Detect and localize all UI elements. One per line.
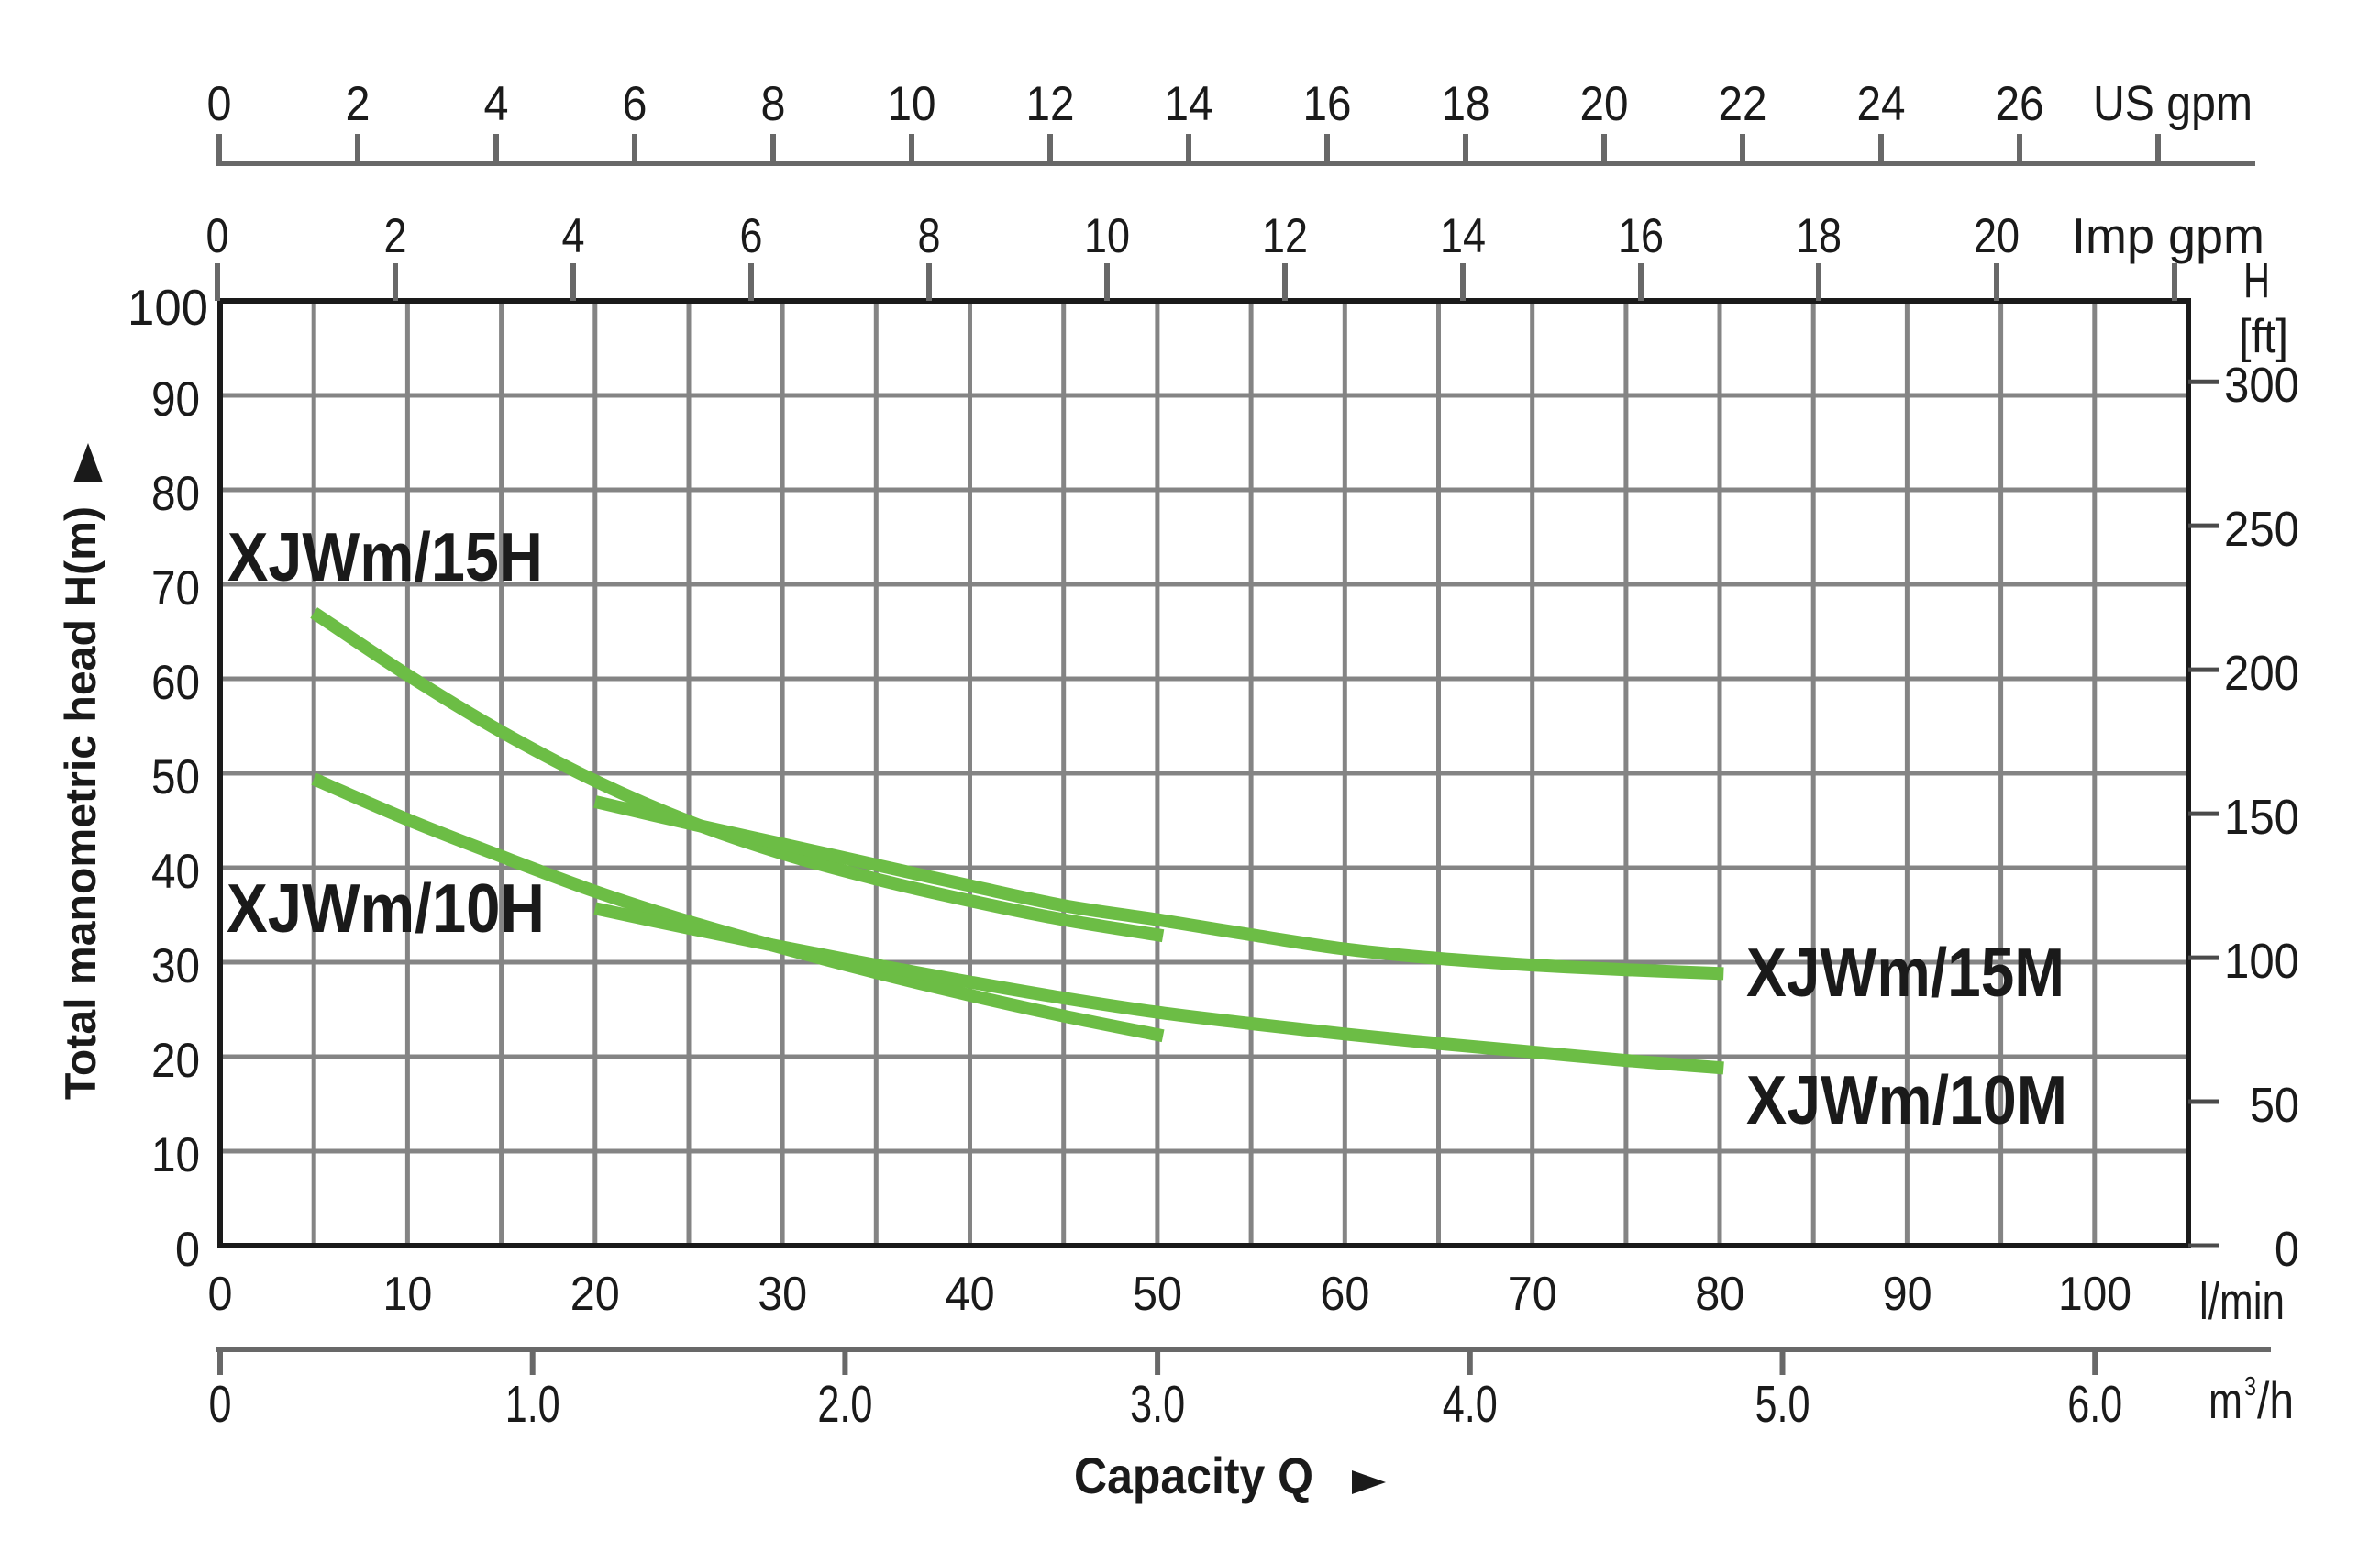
- svg-text:80: 80: [1695, 1268, 1744, 1321]
- svg-text:2: 2: [384, 209, 407, 263]
- svg-text:Total manometric head H(m): Total manometric head H(m): [56, 506, 105, 1100]
- svg-text:XJWm/15H: XJWm/15H: [227, 518, 543, 595]
- svg-text:US gpm: US gpm: [2093, 76, 2253, 131]
- svg-text:0: 0: [206, 209, 229, 263]
- svg-text:0: 0: [2275, 1222, 2299, 1277]
- svg-text:0: 0: [209, 1375, 232, 1434]
- svg-text:5.0: 5.0: [1755, 1375, 1810, 1434]
- svg-text:12: 12: [1026, 77, 1075, 131]
- svg-text:m: m: [2208, 1371, 2242, 1429]
- svg-text:6.0: 6.0: [2067, 1375, 2122, 1434]
- svg-text:4: 4: [484, 77, 509, 131]
- svg-text:30: 30: [151, 939, 200, 993]
- svg-text:4: 4: [562, 209, 585, 263]
- svg-text:4.0: 4.0: [1443, 1375, 1498, 1434]
- svg-text:2.0: 2.0: [817, 1375, 872, 1434]
- svg-text:0: 0: [207, 77, 232, 131]
- svg-text:12: 12: [1262, 209, 1308, 263]
- svg-text:40: 40: [946, 1268, 995, 1321]
- svg-text:H: H: [2243, 253, 2270, 308]
- svg-text:XJWm/15M: XJWm/15M: [1746, 934, 2065, 1011]
- svg-text:20: 20: [570, 1268, 620, 1321]
- svg-text:100: 100: [127, 279, 208, 336]
- svg-text:8: 8: [918, 209, 941, 263]
- svg-text:Imp gpm: Imp gpm: [2072, 207, 2264, 264]
- svg-text:26: 26: [1996, 77, 2044, 131]
- svg-text:40: 40: [151, 845, 200, 899]
- svg-text:250: 250: [2224, 502, 2299, 557]
- svg-text:l/min: l/min: [2199, 1272, 2285, 1331]
- svg-text:100: 100: [2058, 1268, 2131, 1321]
- svg-text:20: 20: [1580, 77, 1629, 131]
- svg-text:10: 10: [382, 1268, 432, 1321]
- svg-text:[ft]: [ft]: [2239, 310, 2288, 363]
- svg-text:50: 50: [151, 750, 200, 804]
- svg-text:0: 0: [208, 1268, 233, 1321]
- svg-text:14: 14: [1165, 77, 1213, 131]
- svg-text:60: 60: [151, 656, 200, 710]
- svg-text:0: 0: [175, 1223, 200, 1277]
- svg-text:50: 50: [2250, 1078, 2299, 1133]
- svg-text:20: 20: [1974, 209, 2020, 263]
- svg-text:70: 70: [151, 561, 200, 615]
- svg-text:200: 200: [2224, 646, 2299, 701]
- svg-text:70: 70: [1508, 1268, 1557, 1321]
- svg-text:300: 300: [2224, 358, 2299, 413]
- svg-text:22: 22: [1719, 77, 1767, 131]
- svg-text:16: 16: [1303, 77, 1352, 131]
- svg-text:16: 16: [1618, 209, 1664, 263]
- svg-text:8: 8: [761, 77, 786, 131]
- svg-text:/h: /h: [2257, 1371, 2294, 1429]
- svg-text:18: 18: [1796, 209, 1842, 263]
- svg-text:100: 100: [2224, 934, 2299, 989]
- svg-text:10: 10: [1084, 209, 1130, 263]
- svg-text:6: 6: [623, 77, 648, 131]
- svg-text:90: 90: [1883, 1268, 1932, 1321]
- svg-text:10: 10: [888, 77, 936, 131]
- svg-text:XJWm/10M: XJWm/10M: [1746, 1061, 2067, 1138]
- svg-text:Capacity Q: Capacity Q: [1074, 1447, 1313, 1504]
- svg-text:3.0: 3.0: [1130, 1375, 1185, 1434]
- svg-text:1.0: 1.0: [505, 1375, 560, 1434]
- svg-text:2: 2: [346, 77, 371, 131]
- svg-text:80: 80: [151, 467, 200, 521]
- svg-text:XJWm/10H: XJWm/10H: [227, 870, 545, 947]
- svg-text:150: 150: [2224, 790, 2299, 845]
- svg-text:6: 6: [740, 209, 763, 263]
- svg-text:90: 90: [151, 372, 200, 427]
- svg-text:3: 3: [2244, 1372, 2256, 1402]
- svg-text:20: 20: [151, 1034, 200, 1088]
- svg-text:10: 10: [151, 1128, 200, 1182]
- svg-text:24: 24: [1857, 77, 1906, 131]
- svg-text:18: 18: [1442, 77, 1490, 131]
- svg-text:30: 30: [758, 1268, 807, 1321]
- svg-text:50: 50: [1133, 1268, 1182, 1321]
- svg-text:14: 14: [1440, 209, 1486, 263]
- svg-text:60: 60: [1320, 1268, 1369, 1321]
